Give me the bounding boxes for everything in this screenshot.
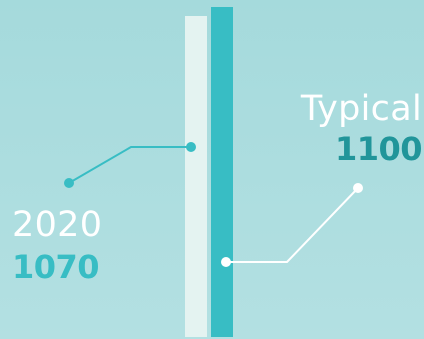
bar-2020 (185, 16, 207, 337)
bars-layer (185, 7, 233, 337)
leader-dot-typical-label-end (353, 183, 363, 193)
leader-dot-2020-bar-end (186, 142, 196, 152)
label-2020: 2020 1070 (12, 205, 103, 286)
leader-dot-typical-bar-end (221, 257, 231, 267)
category-label-2020: 2020 (12, 205, 103, 245)
category-label-typical: Typical (300, 89, 422, 129)
value-label-2020: 1070 (12, 248, 100, 286)
leader-dot-2020-label-end (64, 178, 74, 188)
leader-line-2020 (68, 146, 191, 184)
leader-lines-layer (64, 142, 363, 267)
value-label-typical: 1100 (334, 130, 423, 168)
bar-typical (211, 7, 233, 337)
leader-line-typical (226, 187, 359, 263)
label-typical: Typical 1100 (300, 89, 423, 168)
